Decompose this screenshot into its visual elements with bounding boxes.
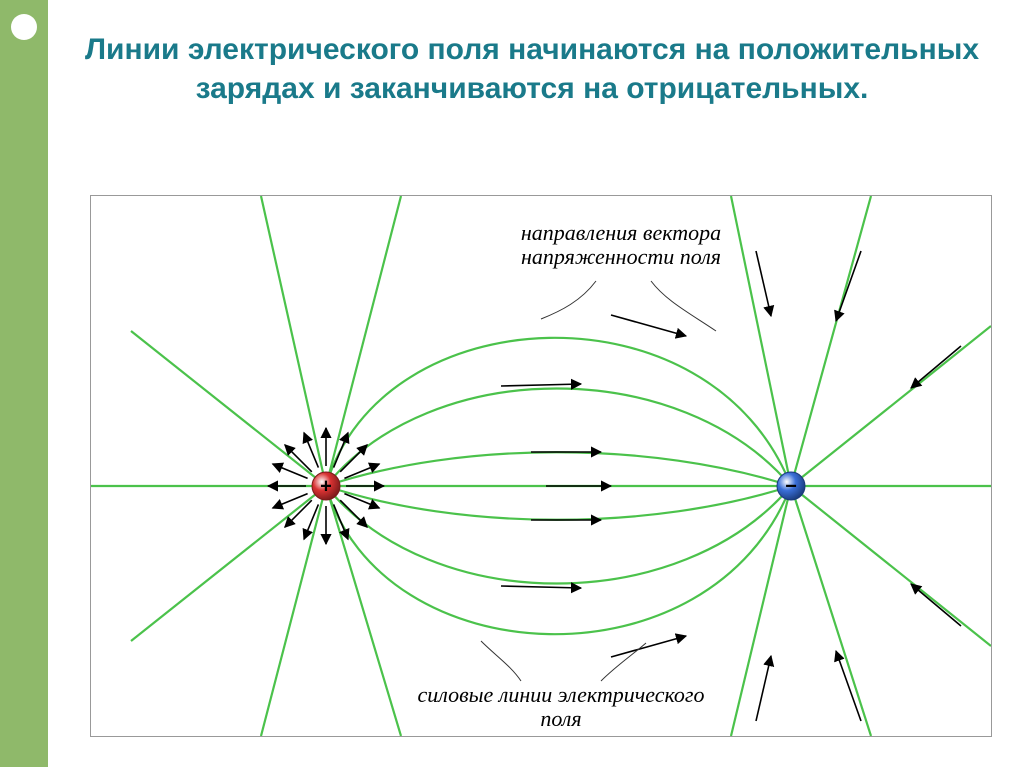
diagram-frame: + − направления векторанапряженности поля с… [90,195,992,737]
svg-text:+: + [320,475,332,497]
side-accent [0,0,48,767]
slide-title: Линии электрического поля начинаются на … [70,30,994,108]
svg-text:силовые линии электрическогопо: силовые линии электрическогополя [417,682,704,731]
slide: Линии электрического поля начинаются на … [0,0,1024,767]
field-diagram: + − направления векторанапряженности поля с… [91,196,991,736]
svg-text:−: − [785,475,797,497]
svg-text:направления векторанапряженнос: направления векторанапряженности поля [521,220,721,269]
